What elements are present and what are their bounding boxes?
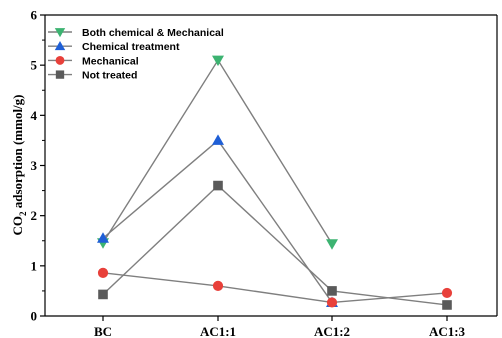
- y-tick-label: 5: [31, 58, 38, 73]
- legend-marker: [54, 28, 66, 38]
- legend-item: Mechanical: [48, 55, 139, 67]
- x-tick-label: BC: [94, 324, 112, 338]
- y-tick-label: 4: [31, 108, 38, 123]
- data-point: [212, 55, 224, 67]
- data-point: [212, 134, 224, 145]
- y-tick-label: 0: [31, 309, 38, 324]
- series-line: [102, 184, 448, 306]
- y-axis-title: CO2 adsorption (mmol/g): [10, 95, 28, 236]
- legend-item: Chemical treatment: [48, 41, 180, 53]
- series-lines: [102, 58, 448, 306]
- data-point: [212, 280, 224, 291]
- series-markers: [97, 55, 453, 310]
- y-tick-label: 3: [31, 158, 38, 173]
- data-point: [441, 287, 453, 299]
- legend-label: Both chemical & Mechanical: [82, 27, 224, 39]
- data-point: [326, 239, 338, 250]
- legend-item: Both chemical & Mechanical: [48, 27, 224, 39]
- y-tick-label: 1: [31, 258, 38, 273]
- data-point: [98, 289, 108, 300]
- data-point: [97, 232, 109, 243]
- axes: 0 1 2 3 4 5 6 BC AC1:1 AC1:2 AC1:3: [31, 8, 498, 338]
- series-line: [102, 58, 333, 245]
- x-tick-label: AC1:2: [314, 324, 350, 338]
- data-point: [326, 297, 338, 308]
- y-axis-title-prefix: CO: [10, 216, 25, 236]
- series-line: [102, 139, 333, 303]
- legend-label: Mechanical: [82, 55, 139, 67]
- legend-marker: [54, 41, 66, 51]
- legend-marker: [55, 55, 65, 65]
- data-point: [97, 267, 109, 278]
- x-tick-label: AC1:3: [429, 324, 466, 338]
- y-axis-title-suffix: adsorption (mmol/g): [10, 95, 25, 212]
- legend: Both chemical & Mechanical Chemical treat…: [48, 27, 224, 82]
- legend-item: Not treated: [48, 70, 137, 82]
- x-tick-label: AC1:1: [200, 324, 236, 338]
- y-axis-title-subscript: 2: [18, 211, 28, 216]
- y-tick-label: 6: [31, 8, 38, 23]
- data-point: [327, 286, 337, 296]
- legend-marker: [55, 70, 65, 79]
- data-point: [213, 180, 223, 191]
- data-point: [442, 300, 452, 310]
- y-tick-label: 2: [31, 208, 38, 223]
- legend-label: Not treated: [82, 70, 137, 82]
- legend-label: Chemical treatment: [82, 41, 180, 53]
